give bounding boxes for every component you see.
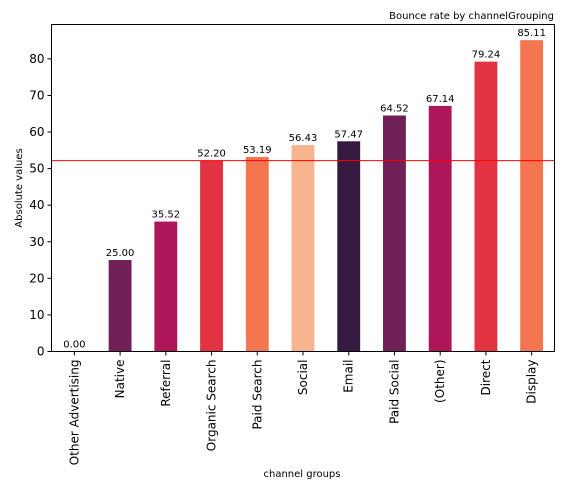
x-axis-label: channel groups xyxy=(263,469,340,480)
plot-area-frame xyxy=(51,24,555,352)
y-tick-label: 30 xyxy=(29,235,44,249)
y-tick-label: 70 xyxy=(29,88,44,102)
y-tick-label: 50 xyxy=(29,162,44,176)
y-tick-label: 40 xyxy=(29,198,44,212)
x-tick-label: Paid Social xyxy=(387,360,401,424)
x-tick-label: (Other) xyxy=(433,360,447,403)
y-axis-label: Absolute values xyxy=(14,148,25,227)
bar-value-label: 35.52 xyxy=(151,210,180,221)
bar-value-label: 85.11 xyxy=(517,28,546,39)
bar-value-label: 79.24 xyxy=(472,50,501,61)
x-tick-label: Social xyxy=(296,360,310,396)
x-tick-label: Email xyxy=(342,360,356,393)
y-tick-label: 80 xyxy=(29,52,44,66)
bar-value-label: 57.47 xyxy=(334,129,363,140)
x-tick-label: Paid Search xyxy=(250,360,264,430)
y-tick-label: 10 xyxy=(29,308,44,322)
x-tick-label: Display xyxy=(525,360,539,404)
bar-value-label: 67.14 xyxy=(426,94,455,105)
bar xyxy=(108,260,132,352)
x-tick-label: Organic Search xyxy=(205,360,219,452)
y-axis: 0 10 20 30 40 50 60 70 80 xyxy=(29,52,52,359)
chart-title: Bounce rate by channelGrouping xyxy=(389,11,554,22)
bar-value-label: 0.00 xyxy=(63,340,85,351)
bars-layer xyxy=(108,40,544,352)
bar xyxy=(428,105,452,352)
bar xyxy=(383,115,406,352)
value-labels-layer: 0.00 25.00 35.52 52.20 53.19 56.43 57.47 64.52 6… xyxy=(63,28,546,350)
x-tick-label: Native xyxy=(113,360,127,399)
bar-value-label: 53.19 xyxy=(243,145,272,156)
x-axis: Other Advertising Native Referral Organic S… xyxy=(67,351,539,466)
bar xyxy=(200,160,223,352)
x-tick-label: Direct xyxy=(479,359,493,395)
bar-value-label: 52.20 xyxy=(197,149,226,160)
bar-value-label: 64.52 xyxy=(380,104,409,115)
x-tick-label: Referral xyxy=(159,360,173,407)
bar xyxy=(291,145,315,352)
y-tick-label: 60 xyxy=(29,125,44,139)
y-tick-label: 0 xyxy=(37,345,45,359)
bar xyxy=(337,141,361,352)
bar-value-label: 56.43 xyxy=(289,133,318,144)
x-tick-label: Other Advertising xyxy=(67,360,81,466)
y-tick-label: 20 xyxy=(29,271,44,285)
bar xyxy=(474,61,498,352)
bar xyxy=(154,221,178,352)
bar xyxy=(245,156,269,352)
bar xyxy=(520,40,544,352)
bar-value-label: 25.00 xyxy=(106,248,135,259)
